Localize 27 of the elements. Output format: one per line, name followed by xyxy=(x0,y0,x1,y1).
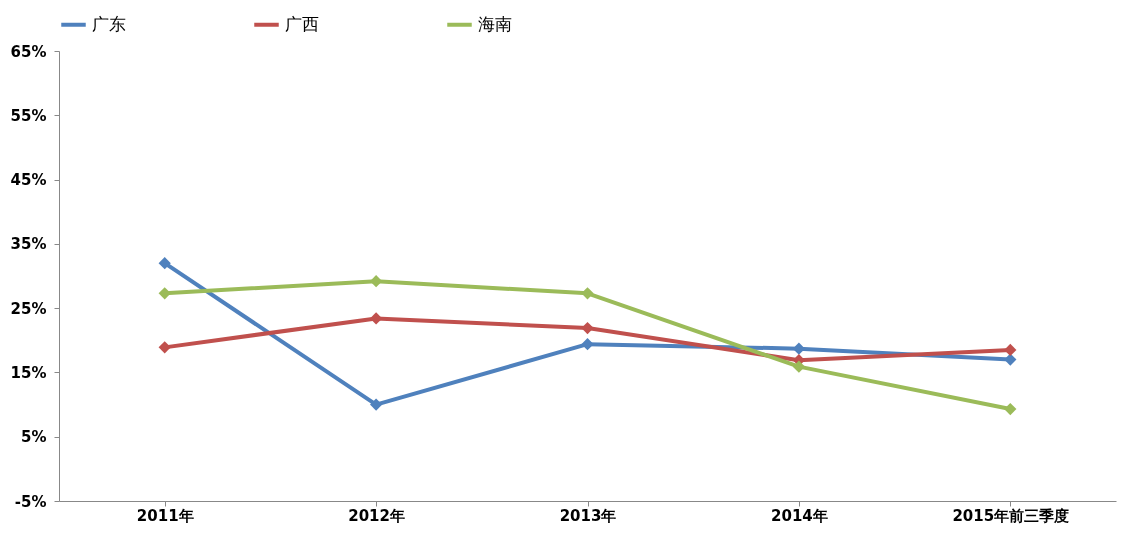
x-tick-label: 2012年 xyxy=(348,506,405,525)
y-tick-label: 45% xyxy=(10,171,47,190)
point xyxy=(369,312,383,325)
point xyxy=(1004,402,1017,416)
point xyxy=(792,342,806,355)
y-tick-label: 5% xyxy=(21,428,47,447)
y-tick-label: 35% xyxy=(10,235,47,254)
y-tick-label: -5% xyxy=(14,492,47,511)
y-tick-label: 25% xyxy=(10,299,47,318)
legend-label: 广西 xyxy=(285,13,319,34)
point xyxy=(369,398,383,411)
x-tick-label: 2014年 xyxy=(771,506,828,525)
point xyxy=(792,360,806,373)
x-tick-label: 2013年 xyxy=(559,506,617,525)
y-tick-label: 55% xyxy=(10,106,47,125)
point xyxy=(1004,343,1017,357)
x-tick-label: 2015年前三季度 xyxy=(952,506,1070,525)
y-tick-label: 15% xyxy=(10,363,47,382)
y-tick-label: 65% xyxy=(10,42,47,61)
legend-label: 广东 xyxy=(92,13,126,34)
legend-label: 海南 xyxy=(478,13,512,34)
point xyxy=(158,341,171,354)
point xyxy=(1004,353,1017,366)
point xyxy=(158,257,171,270)
point xyxy=(581,321,594,335)
x-tick-label: 2011年 xyxy=(136,506,194,525)
point xyxy=(369,275,383,288)
